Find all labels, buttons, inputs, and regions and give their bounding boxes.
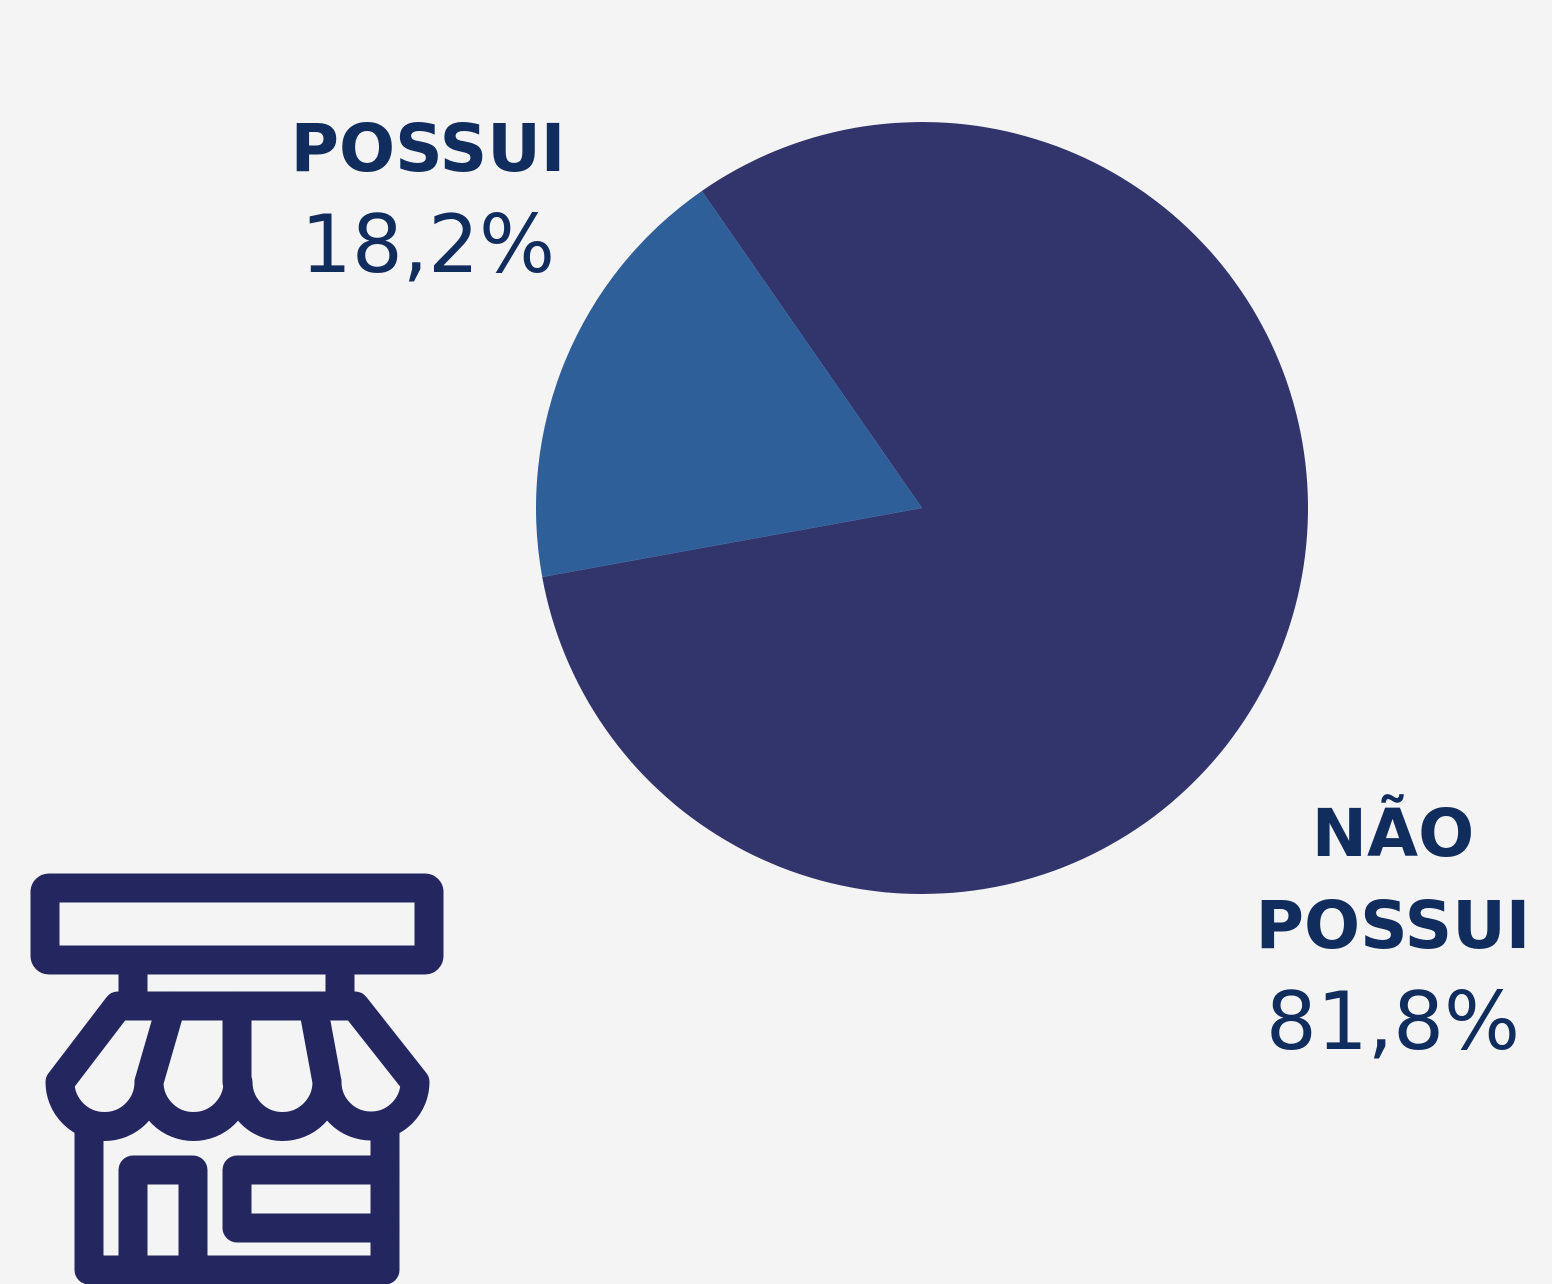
pie-slice <box>542 121 1309 894</box>
pie-slice <box>536 190 922 578</box>
store-icon <box>30 873 444 1284</box>
category-label: POSSUI <box>290 110 566 187</box>
category-label: NÃO POSSUI <box>1255 795 1531 964</box>
slice-label: POSSUI 18,2% <box>268 103 588 295</box>
value-label: 81,8% <box>1265 975 1521 1068</box>
value-label: 18,2% <box>300 198 556 291</box>
slice-label: NÃO POSSUI 81,8% <box>1253 788 1533 1072</box>
